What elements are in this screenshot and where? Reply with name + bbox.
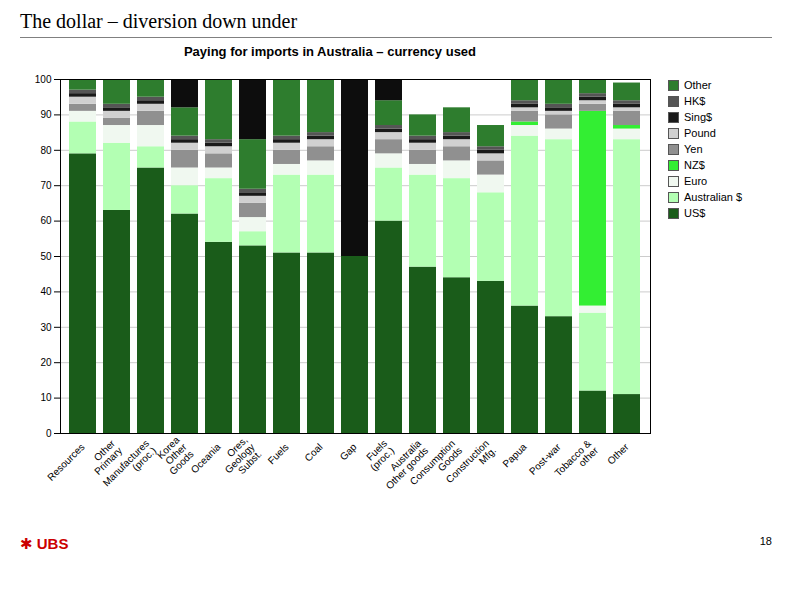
svg-text:80: 80 [40, 145, 52, 156]
svg-text:ConstructionMfg.: ConstructionMfg. [444, 438, 499, 493]
svg-text:30: 30 [40, 322, 52, 333]
svg-text:Manufactures(proc.): Manufactures(proc.) [101, 438, 159, 496]
svg-text:60: 60 [40, 215, 52, 226]
svg-text:Gap: Gap [338, 441, 359, 462]
svg-text:70: 70 [40, 180, 52, 191]
svg-text:Oceania: Oceania [189, 441, 223, 475]
svg-text:Fuels: Fuels [266, 441, 291, 466]
svg-text:20: 20 [40, 357, 52, 368]
svg-text:100: 100 [35, 74, 52, 85]
svg-text:Ores,GeologySubst.: Ores,GeologySubst. [215, 434, 263, 482]
svg-text:KoreaOtherGoods: KoreaOtherGoods [153, 434, 196, 477]
svg-text:0: 0 [46, 428, 52, 439]
svg-text:90: 90 [40, 109, 52, 120]
svg-text:50: 50 [40, 251, 52, 262]
svg-text:Tobacco &other: Tobacco &other [552, 437, 600, 485]
svg-text:40: 40 [40, 286, 52, 297]
svg-text:Other: Other [605, 441, 631, 467]
svg-text:Coal: Coal [302, 441, 324, 463]
svg-text:Papua: Papua [500, 441, 529, 470]
svg-text:Resources: Resources [45, 441, 87, 483]
svg-text:10: 10 [40, 392, 52, 403]
